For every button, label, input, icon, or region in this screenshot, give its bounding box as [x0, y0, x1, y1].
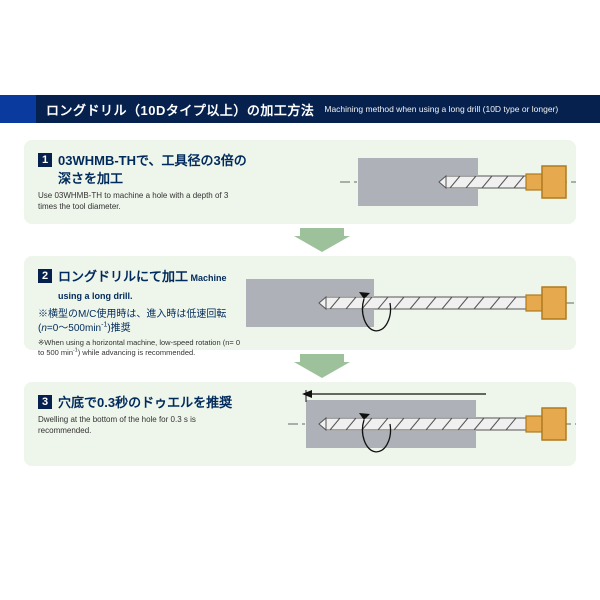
- step-text: 1 03WHMB-THで、工具径の3倍の深さを加工 Use 03WHMB-TH to…: [38, 152, 248, 213]
- step-panel-3: 3 穴底で0.3秒のドゥエルを推奨 Dwelling at the bottom o…: [24, 382, 576, 466]
- drill-diagram: [246, 140, 576, 224]
- connector-arrow-icon: [294, 352, 350, 378]
- step-subtitle-en: Use 03WHMB-TH to machine a hole with a d…: [38, 191, 248, 213]
- drill-diagram: [246, 256, 576, 350]
- step-title-jp: 03WHMB-THで、工具径の3倍の深さを加工: [58, 153, 247, 186]
- step-panel-2: 2ロングドリルにて加工 Machine using a long drill.※…: [24, 256, 576, 350]
- header-title-en: Machining method when using a long drill…: [324, 104, 558, 114]
- step-note-jp: ※横型のM/C使用時は、進入時は低速回転 (n=0〜500min-1)推奨: [38, 308, 248, 336]
- header-main: ロングドリル（10Dタイプ以上）の加工方法 Machining method w…: [36, 95, 600, 123]
- step-number-badge: 3: [38, 395, 52, 409]
- step-title-jp: ロングドリルにて加工: [58, 269, 188, 284]
- connector-arrow-icon: [294, 226, 350, 252]
- step-panel-1: 1 03WHMB-THで、工具径の3倍の深さを加工 Use 03WHMB-TH to…: [24, 140, 576, 224]
- step-number-badge: 2: [38, 269, 52, 283]
- drill-diagram: [246, 382, 576, 466]
- step-title-jp: 穴底で0.3秒のドゥエルを推奨: [58, 395, 232, 410]
- step-number-badge: 1: [38, 153, 52, 167]
- header-bar: ロングドリル（10Dタイプ以上）の加工方法 Machining method w…: [0, 95, 600, 123]
- step-note-en: ※When using a horizontal machine, low-sp…: [38, 338, 248, 358]
- steps-area: 1 03WHMB-THで、工具径の3倍の深さを加工 Use 03WHMB-TH to…: [24, 140, 576, 498]
- header-accent: [0, 95, 36, 123]
- step-text: 2ロングドリルにて加工 Machine using a long drill.※…: [38, 268, 248, 358]
- step-subtitle-en: Dwelling at the bottom of the hole for 0…: [38, 415, 248, 437]
- header-title-jp: ロングドリル（10Dタイプ以上）の加工方法: [46, 100, 314, 119]
- step-text: 3 穴底で0.3秒のドゥエルを推奨 Dwelling at the bottom o…: [38, 394, 248, 437]
